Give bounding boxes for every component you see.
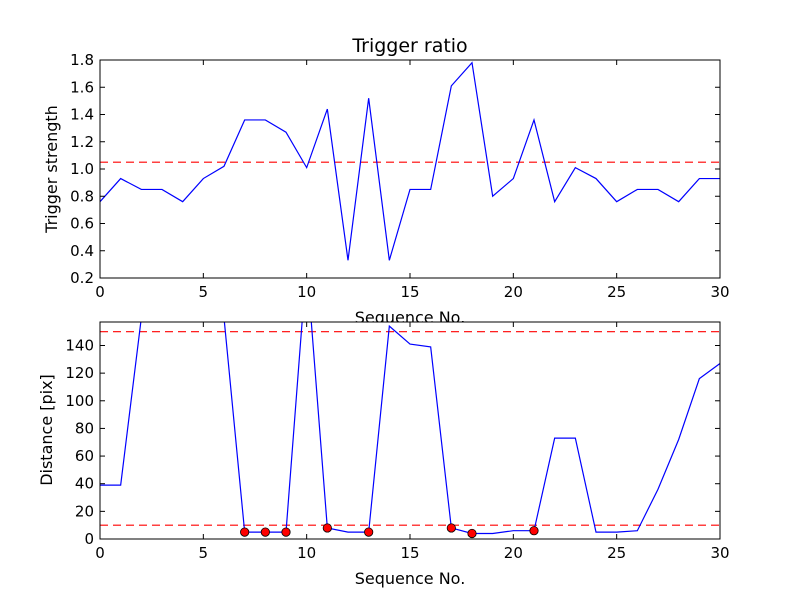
top-x-tick-label: 0 — [95, 283, 105, 301]
bottom-y-tick-label: 120 — [65, 364, 94, 382]
bottom-y-tick-label: 0 — [84, 530, 94, 548]
top-y-axis-label: Trigger strength — [42, 105, 61, 234]
top-x-tick-label: 25 — [607, 283, 626, 301]
bottom-series-line-0 — [100, 322, 720, 535]
bottom-x-axis-label: Sequence No. — [355, 569, 466, 588]
top-x-tick-label: 10 — [297, 283, 316, 301]
bottom-x-tick-label: 25 — [607, 544, 626, 562]
bottom-x-tick-label: 15 — [400, 544, 419, 562]
bottom-highlight-point — [260, 527, 270, 537]
bottom-y-axis-label: Distance [pix] — [37, 374, 56, 486]
top-y-tick-label: 0.6 — [70, 215, 94, 233]
top-y-tick-label: 1.6 — [70, 78, 94, 96]
bottom-highlight-point — [529, 526, 539, 536]
bottom-y-tick-label: 20 — [75, 502, 94, 520]
bottom-highlight-point — [364, 527, 374, 537]
bottom-x-tick-label: 0 — [95, 544, 105, 562]
bottom-highlight-point — [446, 523, 456, 533]
bottom-highlight-point — [240, 527, 250, 537]
bottom-highlight-point — [467, 528, 477, 539]
top-x-tick-label: 5 — [199, 283, 209, 301]
top-chart-title: Trigger ratio — [351, 35, 467, 57]
top-chart: Trigger ratio 0 5 10 15 20 25 30 0.2 0.4 0.6 0.8 1.… — [42, 35, 730, 327]
bottom-highlight-point — [322, 523, 332, 533]
top-plot-area — [100, 60, 720, 278]
top-x-tick-label: 15 — [400, 283, 419, 301]
top-y-tick-label: 0.8 — [70, 187, 94, 205]
top-x-tick-label: 30 — [710, 283, 729, 301]
bottom-x-tick-label: 30 — [710, 544, 729, 562]
top-y-tick-label: 1.8 — [70, 51, 94, 69]
bottom-x-tick-label: 5 — [199, 544, 209, 562]
top-y-tick-label: 1.2 — [70, 133, 94, 151]
bottom-chart: 0 5 10 15 20 25 30 0 20 40 60 80 100 120 140 Sequence … — [37, 321, 730, 588]
bottom-y-tick-label: 100 — [65, 392, 94, 410]
bottom-plot-area — [100, 322, 720, 539]
top-y-tick-label: 0.4 — [70, 242, 94, 260]
top-x-tick-label: 20 — [504, 283, 523, 301]
bottom-y-tick-label: 140 — [65, 336, 94, 354]
top-y-tick-label: 0.2 — [70, 269, 94, 287]
bottom-highlight-point — [281, 527, 291, 537]
top-y-tick-label: 1.4 — [70, 106, 94, 124]
bottom-x-tick-label: 10 — [297, 544, 316, 562]
bottom-y-tick-label: 40 — [75, 475, 94, 493]
bottom-y-tick-label: 60 — [75, 447, 94, 465]
top-y-tick-label: 1.0 — [70, 160, 94, 178]
bottom-y-tick-label: 80 — [75, 419, 94, 437]
top-series-line-0 — [100, 61, 720, 261]
bottom-x-tick-label: 20 — [504, 544, 523, 562]
